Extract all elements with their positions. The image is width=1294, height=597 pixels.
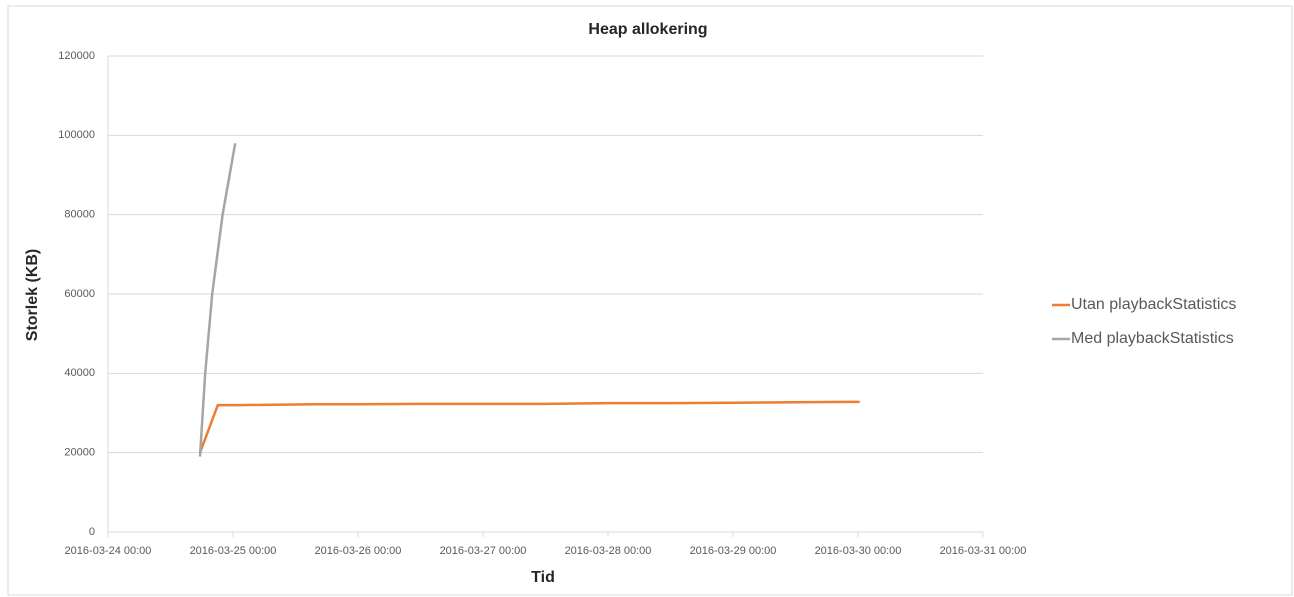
x-tick-label: 2016-03-26 00:00 — [315, 545, 402, 557]
y-tick-label: 0 — [89, 526, 95, 538]
legend-label: Utan playbackStatistics — [1071, 296, 1236, 313]
y-tick-label: 80000 — [64, 209, 95, 221]
x-tick-label: 2016-03-29 00:00 — [690, 545, 777, 557]
x-axis-label: Tid — [531, 569, 555, 586]
series-line — [198, 400, 860, 454]
y-tick-label: 120000 — [58, 50, 95, 62]
series-line — [198, 143, 237, 457]
x-tick-label: 2016-03-27 00:00 — [440, 545, 527, 557]
y-axis-label: Storlek (KB) — [24, 249, 41, 341]
x-tick-label: 2016-03-30 00:00 — [815, 545, 902, 557]
x-tick-label: 2016-03-28 00:00 — [565, 545, 652, 557]
x-tick-label: 2016-03-31 00:00 — [940, 545, 1027, 557]
y-tick-label: 40000 — [64, 367, 95, 379]
chart-border — [7, 5, 1293, 596]
y-tick-label: 20000 — [64, 447, 95, 459]
chart-title: Heap allokering — [588, 21, 707, 38]
y-tick-label: 100000 — [58, 129, 95, 141]
x-tick-label: 2016-03-25 00:00 — [190, 545, 277, 557]
x-tick-label: 2016-03-24 00:00 — [65, 545, 152, 557]
legend-label: Med playbackStatistics — [1071, 330, 1234, 347]
y-tick-label: 60000 — [64, 288, 95, 300]
